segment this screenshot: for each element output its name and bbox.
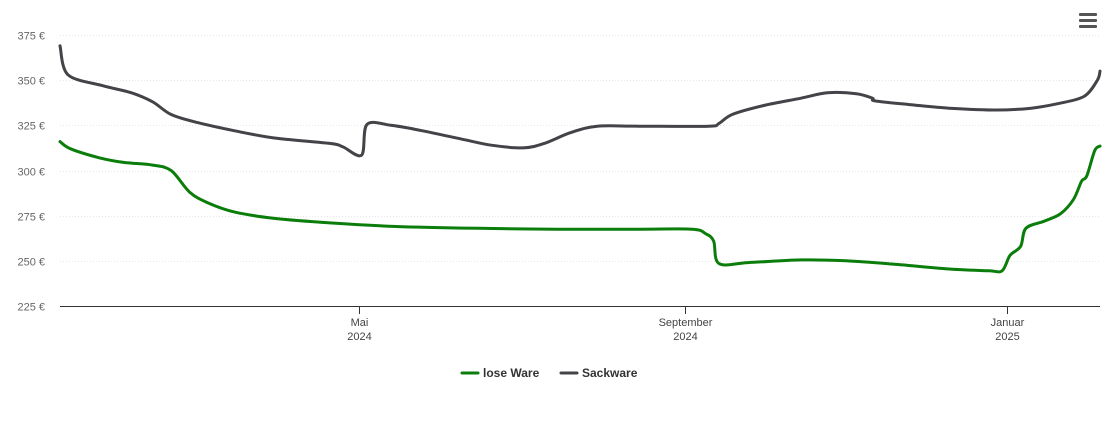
x-tick-label-month: September <box>659 317 713 329</box>
y-tick-label: 275 € <box>17 212 45 224</box>
x-tick-label-month: Mai <box>351 317 369 329</box>
y-tick-label: 350 € <box>17 76 45 88</box>
chart-menu-button[interactable] <box>1076 10 1100 34</box>
y-tick-label: 325 € <box>17 121 45 133</box>
legend-item-0[interactable]: lose Ware <box>460 366 540 380</box>
x-axis: Mai 2024 September 2024 Januar 2025 <box>60 306 1100 343</box>
x-tick-label-year: 2024 <box>347 331 371 343</box>
legend-item-1[interactable]: Sackware <box>559 366 638 380</box>
y-tick-label: 375 € <box>17 31 45 43</box>
y-tick-label: 250 € <box>17 257 45 269</box>
legend-label: Sackware <box>582 366 638 380</box>
y-axis: 225 € 250 € 275 € 300 € 325 € 350 € 375 € <box>17 31 45 314</box>
y-tick-label: 300 € <box>17 167 45 179</box>
series-line-1[interactable] <box>58 44 1102 158</box>
grid-lines <box>60 35 1100 262</box>
series-lines <box>58 44 1102 274</box>
x-tick-label-year: 2024 <box>673 331 697 343</box>
x-tick-label-month: Januar <box>991 317 1025 329</box>
y-tick-label: 225 € <box>17 302 45 314</box>
legend[interactable]: lose Ware Sackware <box>460 366 638 380</box>
legend-label: lose Ware <box>483 366 540 380</box>
menu-icon <box>1079 13 1097 16</box>
x-tick-label-year: 2025 <box>995 331 1019 343</box>
series-line-0[interactable] <box>58 140 1102 274</box>
